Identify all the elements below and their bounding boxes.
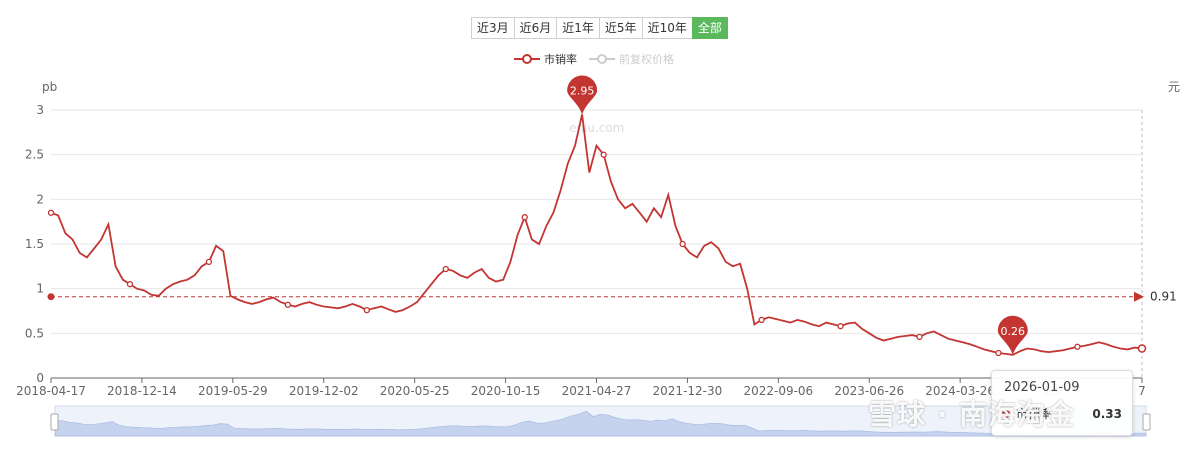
y-tick-label: 1.5 [25, 237, 44, 251]
legend-line-icon [589, 54, 615, 64]
tab-1y[interactable]: 近1年 [556, 17, 600, 39]
tooltip: 2026-01-09 市销率 0.33 [991, 370, 1133, 436]
pin-shape [997, 315, 1028, 355]
tab-10y[interactable]: 近10年 [641, 17, 693, 39]
xueqiu-watermark: 雪球 · 南海淘金 [868, 393, 1075, 433]
data-point [995, 349, 1002, 357]
data-zoom-slider[interactable] [50, 405, 1151, 437]
zoom-handle-left[interactable] [50, 413, 59, 431]
data-point [126, 281, 134, 288]
tab-6m[interactable]: 近6月 [513, 17, 558, 39]
data-point [758, 316, 765, 324]
pin-shape [567, 75, 598, 115]
x-axis: 2018-04-17 2018-12-14 2019-05-29 2019-12-02… [16, 377, 1146, 398]
x-tick-label: 2021-04-27 [562, 384, 632, 398]
y-axis-label-left: pb [42, 80, 57, 94]
tooltip-series-dot [1002, 409, 1010, 418]
y-tick-label: 1 [36, 282, 44, 296]
data-point [521, 214, 528, 221]
x-tick-label: 2024-03-26 [925, 384, 995, 398]
data-point [284, 301, 292, 308]
x-tick-label: 2023-06-26 [834, 384, 904, 398]
zoom-handle-right[interactable] [1142, 413, 1151, 431]
data-point [1074, 343, 1081, 350]
x-tick-label: 2018-12-14 [107, 384, 177, 398]
x-tick-label: 2019-05-29 [198, 384, 268, 398]
legend-item-ps[interactable]: 市销率 [514, 51, 577, 67]
max-value-pin: 2.95 [567, 75, 598, 115]
data-point [47, 209, 55, 216]
legend-label-ps: 市销率 [544, 53, 577, 66]
legend: 市销率 前复权价格 [514, 51, 686, 67]
range-tabs: 近3月 近6月 近1年 近5年 近10年 全部 [471, 17, 728, 39]
grid [51, 109, 1142, 379]
last-point [1137, 344, 1147, 353]
watermark-text: 雪球 · 南海淘金 [868, 398, 1076, 431]
x-tick-label: 2020-10-15 [471, 384, 541, 398]
x-tick-label: 2020-05-25 [380, 384, 450, 398]
min-value-pin: 0.26 [997, 315, 1028, 355]
tooltip-value: 0.33 [1092, 406, 1122, 421]
series-line-ps [50, 114, 1143, 356]
pin-label: 0.26 [1001, 325, 1026, 338]
y-tick-label: 0 [36, 371, 44, 385]
legend-line-icon [514, 54, 540, 64]
legend-item-price[interactable]: 前复权价格 [589, 51, 674, 67]
legend-label-price: 前复权价格 [619, 53, 674, 66]
data-point [442, 265, 449, 273]
y-tick-label: 3 [36, 103, 44, 117]
tooltip-date: 2026-01-09 [1004, 380, 1080, 395]
y-tick-label: 2.5 [25, 148, 44, 162]
tooltip-series-label: 市销率 [1016, 407, 1053, 421]
data-point [916, 333, 923, 341]
markers: 2.95 0.26 [47, 75, 1147, 357]
x-tick-label: 2022-09-06 [743, 384, 813, 398]
y-axis: 0 0.5 1 1.5 2 2.5 3 [25, 103, 44, 385]
zoom-preview [54, 410, 1147, 437]
pin-label: 2.95 [570, 84, 595, 97]
data-point [679, 240, 686, 248]
data-point [363, 306, 370, 314]
x-tick-label: 2019-12-02 [289, 384, 359, 398]
y-axis-label-right: 元 [1168, 80, 1180, 94]
data-point [600, 151, 607, 158]
ref-start-dot [47, 293, 55, 301]
tab-all[interactable]: 全部 [691, 17, 728, 39]
reference-line: 0.91 [51, 290, 1177, 304]
tooltip-row: 市销率 0.33 [1002, 405, 1122, 422]
x-tick-label: 2021-12-30 [653, 384, 723, 398]
data-point [205, 258, 213, 266]
y-tick-label: 0.5 [25, 326, 44, 340]
y-tick-label: 2 [36, 192, 44, 206]
ref-line-label: 0.91 [1150, 290, 1177, 304]
x-tick-label: 7 [1138, 384, 1146, 398]
data-point [837, 323, 844, 330]
x-tick-label: 2018-04-17 [16, 384, 86, 398]
ref-line-arrow [1134, 291, 1144, 302]
tab-5y[interactable]: 近5年 [598, 17, 643, 39]
